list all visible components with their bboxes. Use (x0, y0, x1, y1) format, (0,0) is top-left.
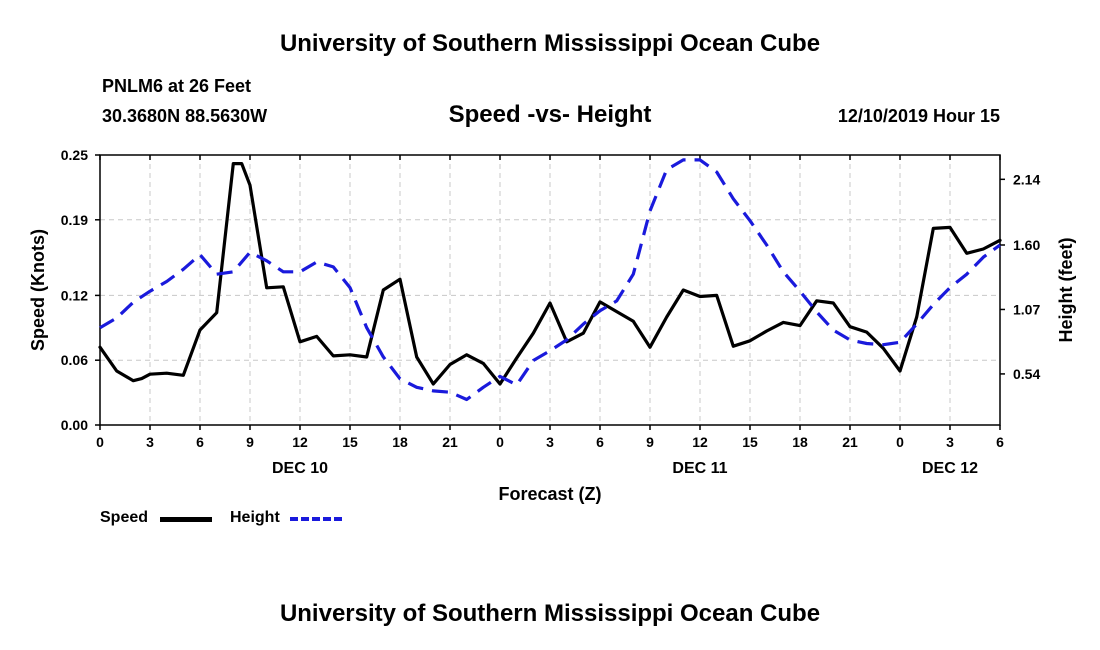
series-line-speed (98, 162, 1002, 386)
station-label: PNLM6 at 26 Feet (102, 76, 252, 96)
x-tick-label: 3 (946, 434, 954, 450)
x-tick-label: 12 (692, 434, 708, 450)
x-tick-label: 15 (742, 434, 758, 450)
day-label: DEC 11 (672, 460, 727, 477)
y-tick-label-right: 0.54 (1013, 366, 1040, 382)
x-tick-label: 21 (842, 434, 858, 450)
footer-title: University of Southern Mississippi Ocean… (279, 600, 821, 627)
legend-height-swatch (290, 517, 342, 521)
date-hour-label: 12/10/2019 Hour 15 (837, 106, 1000, 126)
y-tick-label-left: 0.12 (61, 287, 88, 303)
x-tick-label: 0 (496, 434, 504, 450)
x-tick-label: 0 (896, 434, 904, 450)
x-tick-label: 6 (596, 434, 604, 450)
y-tick-label-right: 1.60 (1013, 237, 1040, 253)
day-label: DEC 10 (272, 460, 328, 477)
y-tick-label-right: 2.14 (1013, 171, 1040, 187)
legend-height-label: Height (230, 509, 280, 526)
y-axis-title-right: Height (feet) (1056, 238, 1076, 343)
y-tick-label-left: 0.25 (61, 147, 88, 163)
x-tick-label: 15 (342, 434, 358, 450)
x-tick-label: 18 (792, 434, 808, 450)
page-title: University of Southern Mississippi Ocean… (279, 30, 821, 57)
x-tick-label: 12 (292, 434, 308, 450)
x-tick-label: 21 (442, 434, 458, 450)
y-tick-label-left: 0.19 (61, 212, 88, 228)
coordinates-label: 30.3680N 88.5630W (102, 106, 268, 126)
x-axis-title: Forecast (Z) (498, 484, 601, 504)
day-label: DEC 12 (922, 460, 978, 477)
x-tick-label: 9 (246, 434, 254, 450)
y-axis-title-left: Speed (Knots) (28, 229, 48, 351)
x-tick-label: 3 (146, 434, 154, 450)
x-tick-label: 3 (546, 434, 554, 450)
y-tick-label-right: 1.07 (1013, 301, 1040, 317)
legend-speed-label: Speed (100, 509, 149, 526)
x-tick-label: 0 (96, 434, 104, 450)
y-tick-label-left: 0.00 (61, 417, 88, 433)
x-tick-label: 9 (646, 434, 654, 450)
chart-subtitle: Speed -vs- Height (448, 101, 652, 128)
x-tick-label: 18 (392, 434, 408, 450)
x-tick-label: 6 (196, 434, 204, 450)
y-tick-label-left: 0.06 (61, 352, 88, 368)
x-tick-label: 6 (996, 434, 1004, 450)
legend-speed-swatch (160, 517, 212, 522)
